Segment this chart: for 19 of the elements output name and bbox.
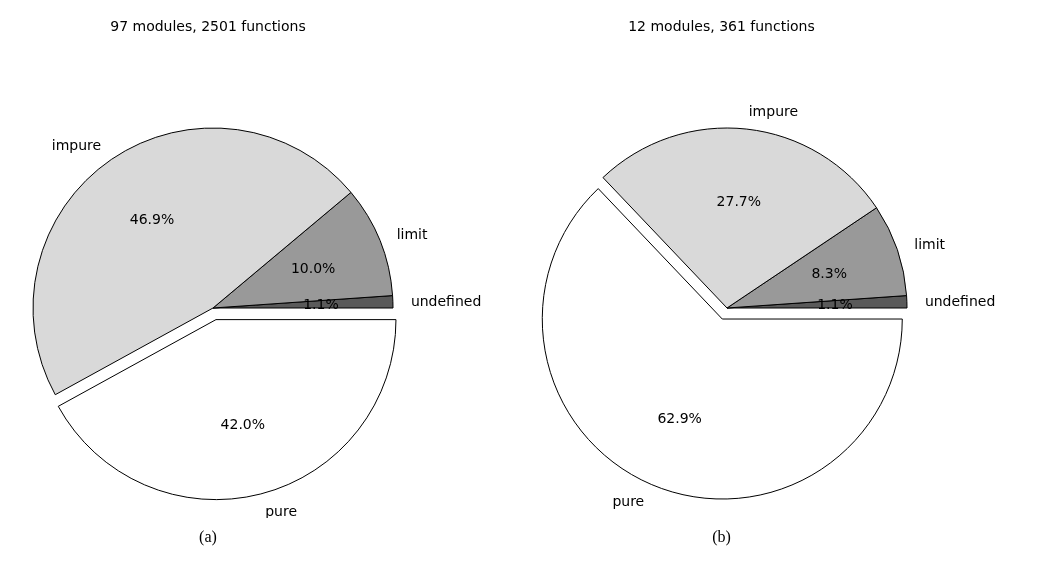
slice-label: impure xyxy=(748,103,798,120)
slice-label: limit xyxy=(913,235,946,252)
data-label: 1.1% xyxy=(816,296,853,313)
slice-label: limit xyxy=(396,225,428,242)
data-label: 42.0% xyxy=(220,416,266,433)
data-label: 27.7% xyxy=(716,192,761,209)
data-label: 10.0% xyxy=(290,259,336,276)
slice-label: undefined xyxy=(924,293,995,310)
data-label: 46.9% xyxy=(129,210,175,227)
chart-title: 12 modules, 361 functions xyxy=(627,18,816,34)
data-label: 8.3% xyxy=(810,265,847,282)
chart-title: 97 modules, 2501 functions xyxy=(109,18,307,34)
slice-label: pure xyxy=(611,492,644,509)
text: (a) xyxy=(198,528,218,546)
data-label: 1.1% xyxy=(303,296,339,313)
data-label: 62.9% xyxy=(656,410,702,427)
slice-label: undefined xyxy=(410,293,482,310)
slice-label: impure xyxy=(51,136,102,153)
text: (b) xyxy=(711,528,732,546)
